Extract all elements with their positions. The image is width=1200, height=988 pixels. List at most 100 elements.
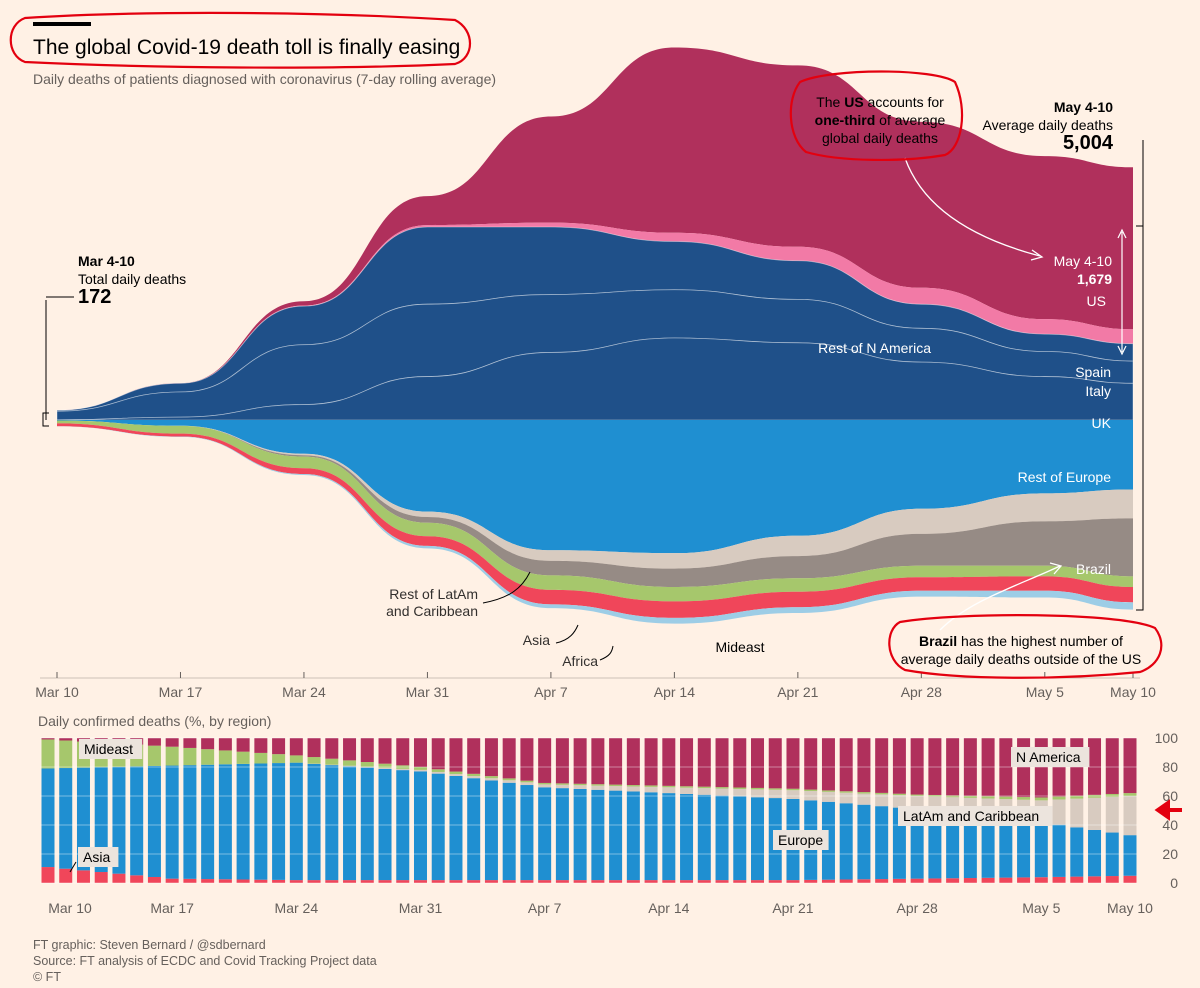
bar-segment-asia xyxy=(786,880,800,883)
us-callout-arrowhead xyxy=(1030,249,1044,261)
bar-x-tick-label: Apr 21 xyxy=(772,900,813,916)
us-share-ring xyxy=(789,70,964,161)
bar-segment-europe xyxy=(573,788,587,881)
y-tick-label: 100 xyxy=(1155,730,1179,746)
bar-segment-latam-and-caribbean xyxy=(662,787,676,794)
bar-segment-asia xyxy=(413,880,427,883)
bar-segment-mideast xyxy=(573,783,587,786)
bar-segment-asia xyxy=(910,878,924,883)
bar-segment-asia xyxy=(343,880,357,883)
bar-segment-latam-and-caribbean xyxy=(910,796,924,810)
bar-segment-n-america xyxy=(892,738,906,794)
bar-segment-europe xyxy=(467,778,481,881)
bar-segment-n-america xyxy=(502,738,516,779)
bar-segment-mideast xyxy=(804,789,818,792)
bar-segment-mideast xyxy=(999,796,1013,800)
bar-segment-asia xyxy=(626,880,640,883)
bar-segment-n-america xyxy=(875,738,889,793)
bar-segment-n-america xyxy=(378,738,392,764)
bar-label-box xyxy=(898,806,1053,826)
stream-label-7-0: Rest of LatAm xyxy=(389,586,478,602)
bar-segment-asia xyxy=(555,880,569,883)
bar-segment-latam-and-caribbean xyxy=(413,769,427,772)
bar-segment-mideast xyxy=(59,740,73,769)
title-ring xyxy=(9,11,471,69)
bar-segment-asia xyxy=(1123,875,1137,883)
bar-segment-n-america xyxy=(804,738,818,790)
bar-segment-asia xyxy=(1070,876,1084,883)
stream-label-3-0: Italy xyxy=(1085,383,1111,399)
us-country: US xyxy=(844,94,864,110)
bar-segment-n-america xyxy=(449,738,463,772)
start-value: 172 xyxy=(78,286,112,308)
bar-segment-mideast xyxy=(768,788,782,790)
bar-segment-asia xyxy=(591,880,605,883)
bar-segment-latam-and-caribbean xyxy=(697,788,711,795)
bar-segment-mideast xyxy=(254,752,268,764)
bar-segment-latam-and-caribbean xyxy=(644,786,658,793)
y-tick-label: 0 xyxy=(1170,875,1178,891)
bar-x-tick-label: Apr 14 xyxy=(648,900,689,916)
bar-segment-latam-and-caribbean xyxy=(520,782,534,786)
bar-label-box xyxy=(79,739,143,759)
stream-label-1-0: Rest of N America xyxy=(818,340,931,356)
bar-segment-asia xyxy=(644,880,658,883)
bar-segment-latam-and-caribbean xyxy=(1070,798,1084,828)
bar-segment-mideast xyxy=(910,794,924,796)
bar-segment-n-america xyxy=(1034,738,1048,798)
x-tick-label: May 5 xyxy=(1026,684,1064,700)
bar-segment-mideast xyxy=(1052,796,1066,800)
chart-title: The global Covid-19 death toll is finall… xyxy=(33,36,461,59)
bar-segment-europe xyxy=(733,796,747,881)
bar-segment-n-america xyxy=(573,738,587,784)
bar-segment-n-america xyxy=(147,738,161,746)
layer-rest-of-latam-and-caribbean xyxy=(57,420,1133,569)
bar-segment-europe xyxy=(538,787,552,881)
bar-segment-asia xyxy=(449,880,463,883)
bar-segment-asia xyxy=(733,880,747,883)
stream-label-6-0: Brazil xyxy=(1076,561,1111,577)
bar-segment-mideast xyxy=(183,747,197,766)
bar-segment-asia xyxy=(165,878,179,883)
bar-segment-n-america xyxy=(218,738,232,751)
bar-segment-asia xyxy=(360,880,374,883)
us-value-period: May 4-10 xyxy=(1053,253,1112,269)
bar-segment-asia xyxy=(662,880,676,883)
bar-segment-europe xyxy=(165,765,179,879)
bar-segment-n-america xyxy=(680,738,694,787)
bar-segment-asia xyxy=(502,880,516,883)
bar-segment-n-america xyxy=(555,738,569,784)
bar-segment-latam-and-caribbean xyxy=(715,788,729,796)
bar-segment-mideast xyxy=(413,767,427,770)
brand-rule xyxy=(33,22,91,26)
bar-segment-n-america xyxy=(733,738,747,788)
bar-segment-mideast xyxy=(378,763,392,768)
bar-segment-europe xyxy=(289,762,303,881)
bar-segment-n-america xyxy=(325,738,339,759)
bar-segment-latam-and-caribbean xyxy=(467,776,481,779)
bar-segment-asia xyxy=(94,872,108,883)
bar-labels: Mideast Asia Europe LatAm and Caribbean N Am… xyxy=(78,739,1090,867)
bar-segment-europe xyxy=(626,791,640,881)
bar-segment-europe xyxy=(218,764,232,880)
bar-label-0: Mideast xyxy=(84,741,133,757)
x-tick-label: Apr 7 xyxy=(534,684,568,700)
bar-segment-mideast xyxy=(644,785,658,787)
bar-segment-mideast xyxy=(892,793,906,796)
bar-segment-asia xyxy=(1034,877,1048,883)
layer-mideast xyxy=(57,420,1133,602)
bar-segment-latam-and-caribbean xyxy=(1088,797,1102,830)
bar-segment-n-america xyxy=(59,738,73,741)
bar-segment-europe xyxy=(307,763,321,881)
bar-label-box xyxy=(78,847,119,867)
end-period: May 4-10 xyxy=(1053,99,1113,115)
bar-segment-mideast xyxy=(449,771,463,775)
x-axis-main: Mar 10 Mar 17 Mar 24 Mar 31 Apr 7 Apr 14 Apr 2… xyxy=(35,672,1156,700)
bar-segment-europe xyxy=(999,818,1013,878)
bar-segment-n-america xyxy=(644,738,658,786)
us-bold: one-third xyxy=(814,112,876,128)
bar-segment-n-america xyxy=(343,738,357,761)
bar-segment-latam-and-caribbean xyxy=(449,774,463,776)
bar-segment-mideast xyxy=(41,739,55,769)
bar-segment-n-america xyxy=(751,738,765,788)
